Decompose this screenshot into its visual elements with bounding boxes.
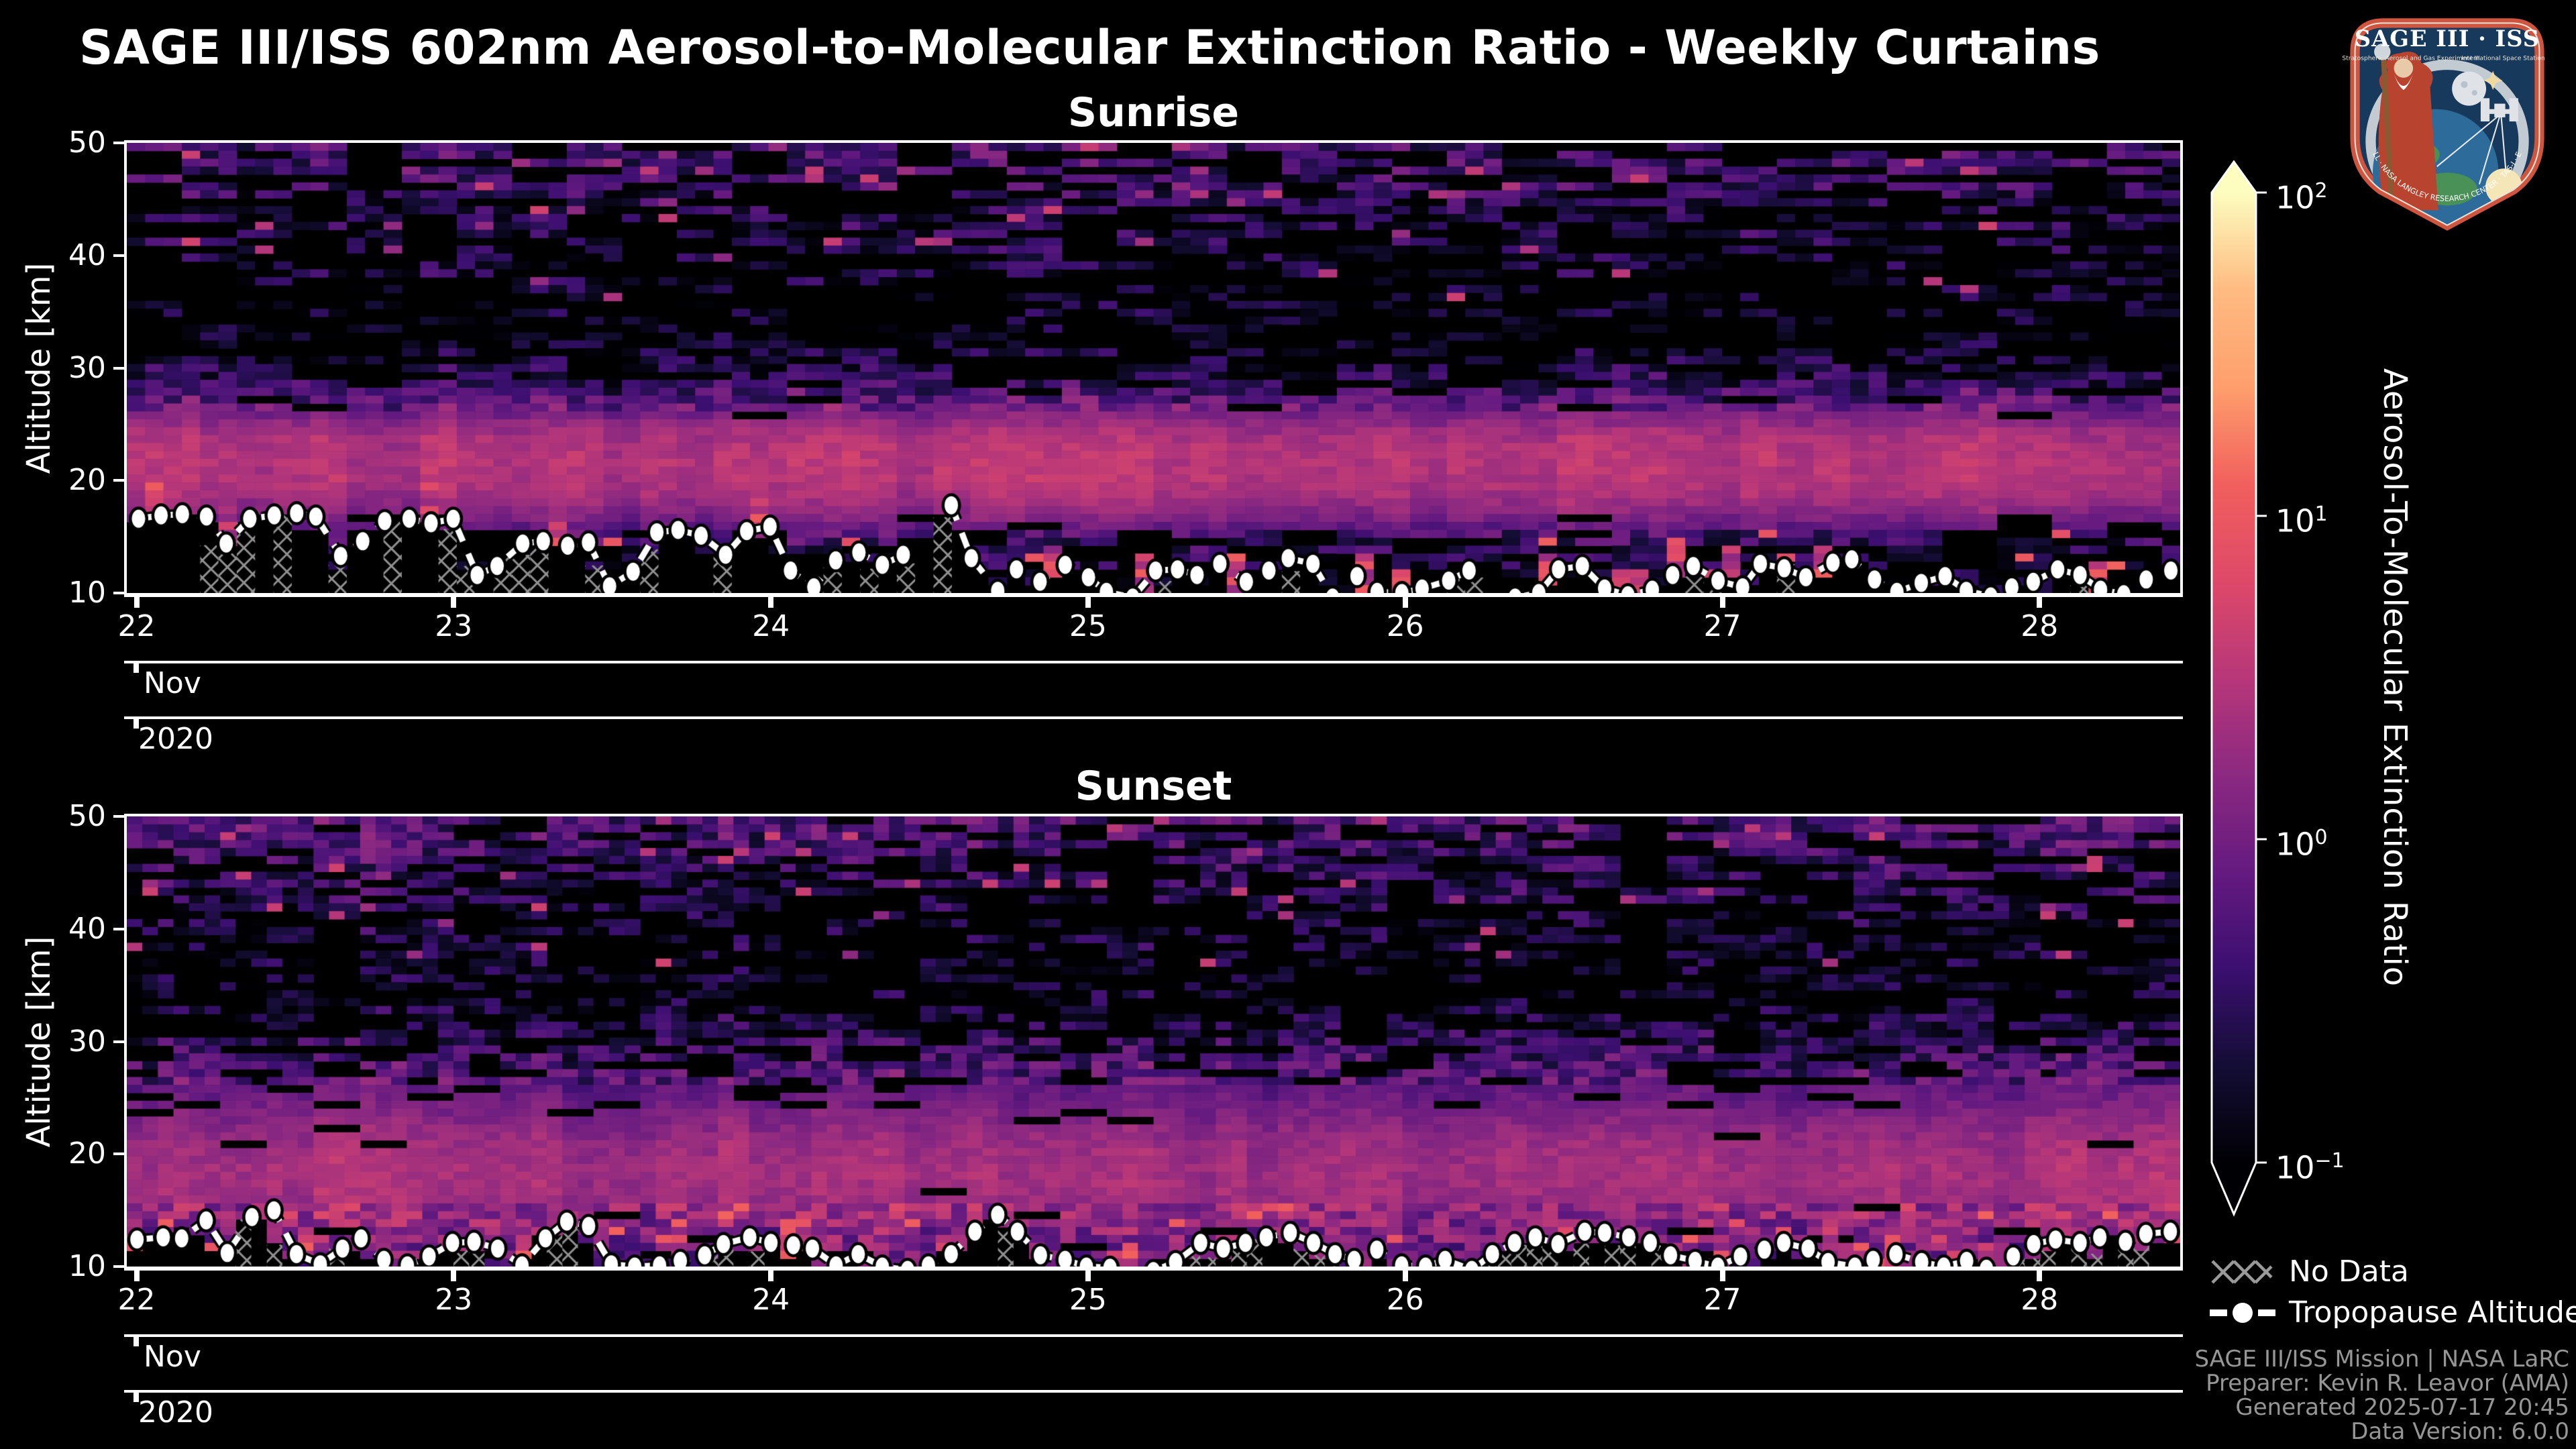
sunrise-y-tick-mark (113, 254, 127, 257)
colorbar-tick-label: 102 (2275, 179, 2328, 216)
sunset-y-tick-label: 30 (68, 1024, 106, 1059)
sunrise-x-tick-label: 23 (435, 609, 473, 643)
sunset-month-label: Nov (144, 1340, 201, 1374)
sunrise-month-axis-tick (133, 663, 139, 673)
colorbar-tick-label: 101 (2275, 502, 2328, 539)
sunset-year-label: 2020 (138, 1395, 213, 1430)
panel-title-sunset: Sunset (1075, 763, 1232, 810)
sunrise-year-axis-tick (133, 719, 139, 729)
no-data-legend-label: No Data (2289, 1254, 2409, 1289)
sunset-x-tick-mark (451, 1271, 457, 1281)
mission-logo: SAGE III · ISS Stratospheric Aerosol and… (2333, 8, 2545, 231)
attribution-line: SAGE III/ISS Mission | NASA LaRC (2194, 1346, 2569, 1373)
sunrise-x-tick-label: 24 (752, 609, 790, 643)
logo-moon (2452, 71, 2487, 106)
sunrise-x-tick-label: 28 (2021, 609, 2059, 643)
sunset-x-tick-label: 22 (117, 1283, 156, 1317)
sunset-x-tick-label: 26 (1386, 1283, 1424, 1317)
sunrise-y-tick-label: 40 (68, 237, 106, 272)
sunrise-heatmap-canvas (127, 143, 2180, 593)
sunset-x-tick-mark (1402, 1271, 1408, 1281)
colorbar (2210, 160, 2267, 1217)
sunset-x-tick-label: 24 (752, 1283, 790, 1317)
sunrise-x-tick-mark (133, 597, 140, 608)
logo-iss (2480, 98, 2518, 122)
attribution-line: Data Version: 6.0.0 (2351, 1418, 2569, 1445)
sunrise-x-tick-mark (451, 597, 457, 608)
sunset-x-tick-mark (133, 1271, 140, 1281)
sunrise-year-axis-line (124, 716, 2183, 719)
attribution-block: SAGE III/ISS Mission | NASA LaRC Prepare… (1630, 1347, 2569, 1444)
logo-subtitle-left: Stratospheric Aerosol and Gas Experiment… (2342, 54, 2479, 62)
sunset-month-axis-tick (133, 1337, 139, 1346)
colorbar-label: Aerosol-To-Molecular Extinction Ratio (2376, 368, 2414, 987)
sunrise-y-tick-label: 50 (68, 125, 106, 160)
sunrise-month-axis-line (124, 661, 2183, 663)
sunrise-y-tick-mark (113, 142, 127, 144)
sunrise-y-tick-mark (113, 366, 127, 370)
sunrise-y-tick-mark (113, 479, 127, 482)
sunrise-x-tick-label: 25 (1069, 609, 1107, 643)
colorbar-bar (2210, 160, 2257, 1217)
logo-title: SAGE III · ISS (2355, 25, 2540, 52)
sunset-x-tick-label: 28 (2021, 1283, 2059, 1317)
sunrise-x-tick-label: 27 (1703, 609, 1741, 643)
sunset-y-tick-label: 20 (68, 1136, 106, 1171)
logo-star (2483, 70, 2503, 91)
tropopause-legend-label: Tropopause Altitude (2289, 1295, 2576, 1330)
sunrise-month-label: Nov (144, 666, 201, 700)
sunset-y-tick-label: 10 (68, 1249, 106, 1283)
logo-subtitle-right: International Space Station (2461, 54, 2545, 62)
sunrise-y-tick-label: 30 (68, 350, 106, 385)
sunset-x-tick-mark (2037, 1271, 2043, 1281)
sunset-x-tick-label: 27 (1703, 1283, 1741, 1317)
sunset-heatmap-canvas (127, 816, 2180, 1267)
sunrise-x-tick-mark (1402, 597, 1408, 608)
sunset-year-axis-line (124, 1390, 2183, 1393)
colorbar-tick-label: 10−1 (2275, 1149, 2345, 1186)
panel-title-sunrise: Sunrise (1067, 89, 1240, 136)
colorbar-tick-label: 100 (2275, 826, 2328, 863)
sunset-y-tick-label: 40 (68, 911, 106, 946)
attribution-line: Generated 2025-07-17 20:45 (2235, 1394, 2569, 1421)
sunrise-x-tick-label: 26 (1386, 609, 1424, 643)
sunset-y-tick-label: 50 (68, 799, 106, 833)
no-data-legend-icon (2211, 1260, 2273, 1284)
page-title: SAGE III/ISS 602nm Aerosol-to-Molecular … (79, 20, 2100, 75)
sunset-y-tick-mark (113, 1152, 127, 1156)
sunset-x-tick-mark (768, 1271, 774, 1281)
sunrise-year-label: 2020 (138, 722, 213, 756)
sunset-x-tick-label: 25 (1069, 1283, 1107, 1317)
tropopause-legend-icon (2210, 1303, 2275, 1323)
sunset-month-axis-line (124, 1334, 2183, 1337)
sunset-x-tick-mark (1085, 1271, 1091, 1281)
sunset-y-tick-mark (113, 1040, 127, 1043)
sunset-y-tick-mark (113, 927, 127, 930)
sunrise-x-tick-mark (2037, 597, 2043, 608)
attribution-line: Preparer: Kevin R. Leavor (AMA) (2206, 1370, 2569, 1397)
sunset-year-axis-tick (133, 1393, 139, 1402)
sunset-y-tick-mark (113, 815, 127, 818)
sunrise-x-tick-mark (768, 597, 774, 608)
sunrise-x-tick-mark (1719, 597, 1725, 608)
colorbar-tick-marks (2256, 191, 2267, 1164)
sunrise-x-tick-label: 22 (117, 609, 156, 643)
sunset-y-tick-mark (113, 1265, 127, 1268)
sunset-x-tick-label: 23 (435, 1283, 473, 1317)
logo-wizard (2374, 43, 2438, 213)
sunset-x-tick-mark (1719, 1271, 1725, 1281)
sunrise-y-tick-label: 20 (68, 463, 106, 498)
sunrise-y-tick-mark (113, 592, 127, 594)
sunrise-y-tick-label: 10 (68, 576, 106, 610)
sunrise-x-tick-mark (1085, 597, 1091, 608)
